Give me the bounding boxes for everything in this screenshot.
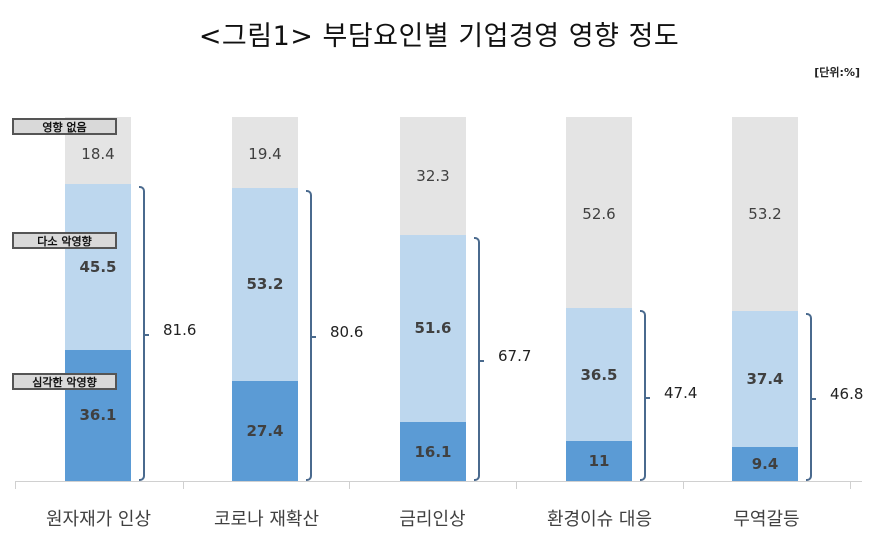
segment-severe-negative-value: 27.4 xyxy=(246,422,284,441)
legend-label-none: 영향 없음 xyxy=(12,118,117,135)
segment-severe-negative-value: 9.4 xyxy=(751,454,779,473)
total-bracket xyxy=(806,312,816,481)
total-negative-value: 81.6 xyxy=(163,321,197,340)
segment-some-negative-value: 45.5 xyxy=(79,257,117,276)
bracket-tick xyxy=(810,397,816,400)
bar-3: 32.3 51.6 16.1 xyxy=(400,117,466,481)
legend-label-severe: 심각한 악영향 xyxy=(12,373,117,390)
segment-some-negative: 53.2 xyxy=(232,187,298,382)
total-negative-value: 46.8 xyxy=(830,384,864,403)
total-bracket xyxy=(474,236,484,481)
segment-no-impact-value: 32.3 xyxy=(416,167,450,185)
total-negative-value: 80.6 xyxy=(330,323,364,342)
bar-5: 53.2 37.4 9.4 xyxy=(732,117,798,481)
segment-severe-negative-value: 36.1 xyxy=(79,406,117,425)
segment-severe-negative: 16.1 xyxy=(400,422,466,481)
bracket-tick xyxy=(310,336,316,339)
x-axis-tick xyxy=(183,481,184,489)
unit-label: [단위:%] xyxy=(814,66,860,79)
segment-no-impact: 32.3 xyxy=(400,117,466,235)
total-negative-value: 67.7 xyxy=(498,346,532,365)
segment-some-negative-value: 36.5 xyxy=(580,365,618,384)
bracket-tick xyxy=(143,334,149,337)
segment-severe-negative: 27.4 xyxy=(232,381,298,481)
category-label: 환경이슈 대응 xyxy=(546,509,653,530)
segment-some-negative: 37.4 xyxy=(732,310,798,447)
total-bracket xyxy=(640,310,650,481)
segment-no-impact: 52.6 xyxy=(566,117,632,309)
segment-some-negative-value: 37.4 xyxy=(746,369,784,388)
bar-4: 52.6 36.5 11 xyxy=(566,117,632,481)
total-negative-value: 47.4 xyxy=(664,383,698,402)
segment-severe-negative: 36.1 xyxy=(65,349,131,481)
segment-some-negative: 36.5 xyxy=(566,308,632,441)
x-axis-line xyxy=(15,481,862,482)
total-bracket xyxy=(139,185,149,481)
total-bracket xyxy=(306,189,316,481)
segment-severe-negative: 11 xyxy=(566,441,632,481)
bracket-tick xyxy=(478,359,484,362)
chart-title: <그림1> 부담요인별 기업경영 영향 정도 xyxy=(198,21,680,52)
bar-1: 18.4 45.5 36.1 xyxy=(65,117,131,481)
category-label: 코로나 재확산 xyxy=(213,509,320,530)
bar-2: 19.4 53.2 27.4 xyxy=(232,117,298,481)
x-axis-tick xyxy=(850,481,851,489)
category-label: 원자재가 인상 xyxy=(45,509,152,530)
category-label: 무역갈등 xyxy=(733,509,800,530)
segment-some-negative-value: 53.2 xyxy=(246,275,284,294)
legend-label-some: 다소 악영향 xyxy=(12,232,117,249)
segment-no-impact-value: 52.6 xyxy=(582,205,616,223)
x-axis-tick xyxy=(516,481,517,489)
segment-no-impact: 19.4 xyxy=(232,117,298,188)
segment-no-impact-value: 19.4 xyxy=(248,145,282,163)
segment-some-negative: 51.6 xyxy=(400,234,466,423)
x-axis-tick xyxy=(15,481,16,489)
x-axis-tick xyxy=(349,481,350,489)
segment-no-impact: 53.2 xyxy=(732,117,798,311)
segment-no-impact-value: 53.2 xyxy=(748,205,782,223)
x-axis-tick xyxy=(683,481,684,489)
segment-severe-negative-value: 16.1 xyxy=(414,442,452,461)
segment-severe-negative: 9.4 xyxy=(732,446,798,481)
segment-severe-negative-value: 11 xyxy=(588,452,610,470)
category-label: 금리인상 xyxy=(399,509,466,530)
segment-some-negative: 45.5 xyxy=(65,183,131,350)
bracket-tick xyxy=(644,396,650,399)
segment-some-negative-value: 51.6 xyxy=(414,319,452,338)
segment-no-impact-value: 18.4 xyxy=(81,145,115,163)
